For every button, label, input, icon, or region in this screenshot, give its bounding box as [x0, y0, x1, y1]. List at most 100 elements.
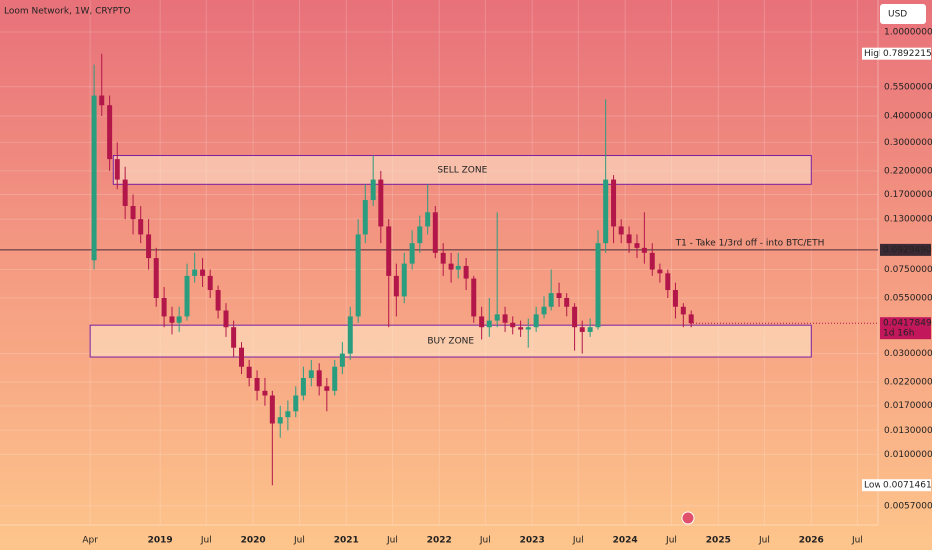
- y-tick-label: 0.005700000: [884, 501, 932, 511]
- marker-label: Low: [864, 481, 882, 491]
- candle-body: [332, 366, 338, 391]
- candle-body: [254, 377, 260, 391]
- candle-body: [587, 327, 593, 332]
- y-tick-label: 0.170000000: [884, 190, 932, 200]
- candle-body: [169, 316, 175, 323]
- candle-body: [269, 395, 275, 424]
- candle-body: [641, 247, 647, 253]
- x-tick-label: Jul: [572, 536, 584, 546]
- price-tag-label: 0.041784952: [883, 319, 932, 329]
- x-tick-label: 2019: [148, 536, 173, 546]
- candle-body: [486, 320, 492, 328]
- candle-body: [293, 395, 299, 412]
- price-tag-label: 0.007146105: [883, 481, 932, 491]
- candle-body: [533, 314, 539, 328]
- level-annotation: T1 - Take 1/3rd off - into BTC/ETH: [675, 238, 825, 248]
- candle-body: [200, 269, 206, 276]
- candle-body: [688, 314, 694, 324]
- price-tag: [880, 479, 931, 492]
- candle-body: [138, 219, 144, 235]
- zone-label: SELL ZONE: [437, 165, 487, 175]
- currency-label: USD: [888, 10, 907, 20]
- y-tick-label: 0.055000000: [884, 294, 932, 304]
- candle-body: [122, 179, 128, 206]
- x-tick-label: 2024: [613, 536, 638, 546]
- x-tick-label: 2022: [427, 536, 452, 546]
- candle-body: [285, 411, 291, 418]
- candle-body: [548, 293, 554, 307]
- marker-label: High: [864, 49, 885, 59]
- price-tag-label: 0.789221597: [883, 49, 932, 59]
- x-tick-label: Apr: [82, 536, 98, 546]
- zone: [112, 155, 812, 185]
- y-tick-label: 0.130000000: [884, 215, 932, 225]
- event-icon[interactable]: [681, 511, 695, 525]
- x-tick-label: Jul: [293, 536, 305, 546]
- candle-body: [378, 179, 384, 227]
- candle-body: [556, 293, 562, 299]
- zone: [89, 324, 812, 358]
- candle-body: [618, 226, 624, 235]
- candle-body: [672, 290, 678, 307]
- candle-body: [510, 322, 516, 328]
- marker-box: [862, 479, 880, 492]
- candle-body: [649, 252, 655, 270]
- candle-body: [324, 386, 330, 391]
- currency-button[interactable]: [880, 4, 926, 24]
- candle-body: [417, 226, 423, 244]
- y-tick-label: 0.030000000: [884, 349, 932, 359]
- candle-body: [192, 269, 198, 276]
- candle-body: [246, 366, 252, 378]
- candle-body: [231, 327, 237, 348]
- candle-body: [611, 179, 617, 227]
- candle-body: [347, 316, 353, 354]
- candle-body: [300, 377, 306, 396]
- candle-body: [362, 200, 368, 235]
- candle-body: [494, 314, 500, 321]
- candle-body: [518, 327, 524, 330]
- x-tick-label: 2025: [706, 536, 731, 546]
- y-tick-label: 0.220000000: [884, 166, 932, 176]
- y-tick-label: 0.300000000: [884, 138, 932, 148]
- candle-body: [657, 269, 663, 274]
- y-tick-label: 1.000000000: [884, 27, 932, 37]
- y-tick-label: 0.013000000: [884, 426, 932, 436]
- candle-body: [223, 310, 229, 328]
- price-tag: [880, 47, 931, 60]
- candle-body: [502, 314, 508, 323]
- candle-body: [277, 417, 283, 424]
- x-tick-label: 2020: [241, 536, 266, 546]
- candle-body: [393, 275, 399, 297]
- y-tick-label: 0.550000000: [884, 82, 932, 92]
- candle-body: [471, 278, 477, 317]
- candle-body: [339, 353, 345, 367]
- candle-body: [161, 298, 167, 317]
- price-tag: [880, 317, 931, 340]
- candle-body: [370, 179, 376, 201]
- candle-body: [626, 234, 632, 244]
- candle-body: [207, 275, 213, 291]
- x-tick-label: 2021: [334, 536, 359, 546]
- y-tick-label: 0.400000000: [884, 112, 932, 122]
- price-tag: [880, 243, 931, 256]
- candle-body: [595, 243, 601, 328]
- candle-body: [401, 263, 407, 297]
- chart-title: Loom Network, 1W, CRYPTO: [4, 7, 131, 17]
- candle-body: [114, 159, 120, 180]
- x-tick-label: Jul: [200, 536, 212, 546]
- candle-body: [425, 212, 431, 227]
- candle-body: [386, 226, 392, 276]
- candle-body: [146, 234, 152, 259]
- y-tick-label: 0.022000000: [884, 378, 932, 388]
- candle-body: [215, 290, 221, 311]
- candle-body: [99, 95, 105, 106]
- y-tick-label: 0.075000000: [884, 265, 932, 275]
- candle-body: [455, 265, 461, 270]
- candle-body: [355, 234, 361, 317]
- candle-body: [525, 327, 531, 330]
- candle-body: [107, 105, 113, 160]
- candle-body: [153, 258, 159, 299]
- candle-body: [239, 347, 245, 367]
- candle-body: [91, 95, 97, 261]
